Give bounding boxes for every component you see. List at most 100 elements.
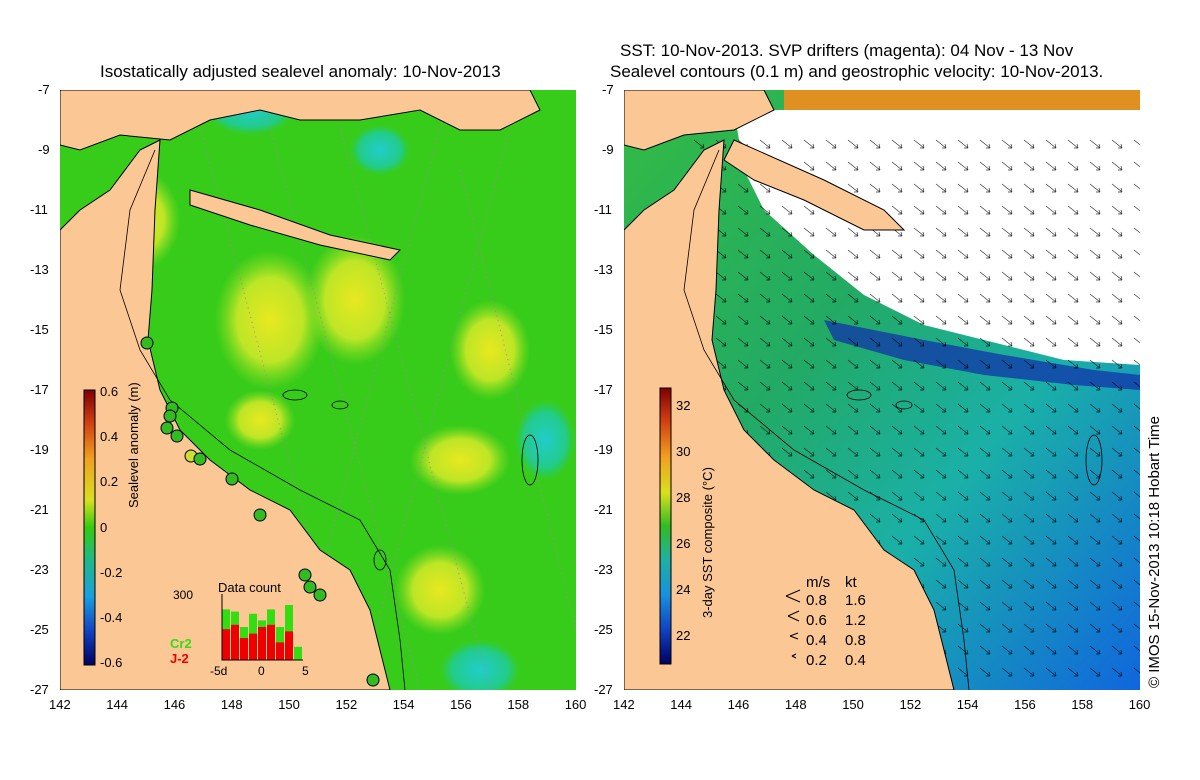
lon-tick: 146 (727, 697, 750, 712)
lat-tick: -21 (30, 502, 49, 517)
lat-tick: -11 (30, 202, 48, 217)
sst-colorbar-label: 3-day SST composite (°C) (700, 467, 715, 618)
legend-kt-value: 1.6 (845, 592, 866, 609)
lat-tick: -23 (30, 562, 49, 577)
legend-ms-value: 0.6 (806, 612, 827, 629)
colorbar-tick: -0.6 (100, 655, 123, 670)
lat-tick: -21 (594, 502, 613, 517)
colorbar-tick: -0.4 (100, 609, 123, 625)
datacount-axis (221, 594, 303, 661)
lat-tick: -9 (38, 142, 50, 157)
lon-tick: 158 (1071, 697, 1094, 712)
legend-ms-value: 0.2 (806, 652, 827, 669)
reefs-sst (846, 389, 1103, 486)
bar-j2 (249, 633, 257, 660)
legend-kt-value: 0.8 (845, 632, 866, 649)
land-png-sst (624, 90, 775, 151)
colorbar-tick: 0.2 (100, 474, 119, 490)
land-png (60, 90, 541, 151)
imos-credit: © IMOS 15-Nov-2013 10:18 Hobart Time (1146, 415, 1163, 688)
bar-j2 (258, 627, 266, 660)
shelf-contour-sst (683, 149, 970, 690)
bar-j2 (222, 629, 230, 660)
lat-tick: -17 (594, 382, 613, 397)
lat-tick: -7 (602, 82, 614, 97)
sealevel-colorbar (84, 390, 95, 665)
legend-kt-value: 0.4 (845, 652, 866, 669)
datacount-title: Data count (218, 580, 281, 595)
colorbar-tick: -0.2 (100, 564, 123, 580)
datacount-xtick-0: -5d (210, 664, 228, 678)
lon-tick: 156 (450, 697, 472, 712)
lat-tick: -7 (38, 82, 50, 97)
land-australia-sst (624, 139, 955, 690)
bar-j2 (276, 642, 284, 660)
sealevel-colorbar-label: Sealevel anomaly (m) (126, 382, 141, 508)
sst-map: 32 30 28 26 24 22 3-day SST composite (°C) m/… (624, 90, 1140, 690)
colorbar-tick: 28 (676, 490, 691, 505)
right-map-title-line2: Sealevel contours (0.1 m) and geostrophi… (610, 62, 1104, 81)
legend-header-ms: m/s (806, 574, 831, 591)
lat-tick: -15 (30, 322, 49, 337)
lon-tick: 150 (278, 697, 300, 712)
lat-tick: -9 (602, 142, 614, 157)
lon-tick: 152 (899, 697, 922, 712)
sealevel-map-svg (60, 90, 576, 690)
lat-tick: -23 (594, 562, 613, 577)
lat-tick: -25 (30, 622, 49, 637)
left-map-title: Isostatically adjusted sealevel anomaly:… (100, 62, 501, 81)
lon-tick: 148 (220, 697, 243, 712)
legend-j2: J-2 (170, 651, 189, 666)
right-map-title-line1: SST: 10-Nov-2013. SVP drifters (magenta)… (620, 41, 1074, 60)
lat-tick: -11 (594, 202, 612, 217)
lon-tick: 158 (507, 697, 530, 712)
lon-tick: 142 (49, 697, 71, 712)
lon-tick: 154 (392, 697, 415, 712)
land-australia (60, 139, 391, 690)
shelf-contour (119, 149, 406, 690)
satellite-tracks (189, 90, 576, 690)
sealevel-anomaly-map: 0.6 0.4 0.2 0 -0.2 -0.4 -0.6 Sealevel anomaly … (60, 90, 576, 690)
lat-tick: -17 (30, 382, 49, 397)
datacount-ytick: 300 (173, 588, 194, 602)
bar-j2 (231, 624, 239, 660)
colorbar-tick: 30 (676, 444, 691, 459)
legend-cr2: Cr2 (170, 636, 192, 651)
legend-header-kt: kt (845, 574, 857, 591)
bar-cr2 (294, 646, 302, 660)
colorbar-tick: 0 (100, 519, 108, 535)
lon-tick: 142 (613, 697, 635, 712)
colorbar-tick: 24 (676, 582, 691, 597)
colorbar-tick: 22 (676, 628, 691, 643)
lat-tick: -19 (30, 442, 49, 457)
lat-tick: -27 (30, 682, 49, 697)
lon-tick: 152 (335, 697, 358, 712)
colorbar-tick: 0.6 (100, 384, 119, 399)
coastal-points (140, 336, 380, 687)
lat-tick: -15 (594, 322, 613, 337)
land-new-guinea-sst (723, 139, 906, 231)
colorbar-tick: 32 (676, 398, 691, 413)
lon-tick: 160 (1128, 697, 1151, 712)
lat-tick: -13 (594, 262, 613, 277)
sst-colorbar (659, 387, 672, 665)
lat-tick: -19 (594, 442, 613, 457)
lon-tick: 146 (163, 697, 186, 712)
bar-j2 (267, 624, 275, 660)
velocity-legend-arrows (785, 589, 801, 659)
lon-tick: 144 (670, 697, 692, 712)
lat-tick: -13 (30, 262, 49, 277)
lat-tick: -27 (594, 682, 613, 697)
legend-ms-value: 0.8 (806, 592, 827, 609)
legend-kt-value: 1.2 (845, 612, 866, 629)
sst-map-svg (624, 90, 1140, 690)
lon-tick: 150 (842, 697, 864, 712)
colorbar-tick: 26 (676, 536, 691, 551)
bar-j2 (240, 638, 248, 660)
reefs (282, 389, 539, 571)
lon-tick: 144 (106, 697, 128, 712)
lon-tick: 148 (784, 697, 807, 712)
anomaly-field (100, 90, 575, 690)
lon-tick: 156 (1014, 697, 1036, 712)
bar-j2 (285, 631, 293, 660)
